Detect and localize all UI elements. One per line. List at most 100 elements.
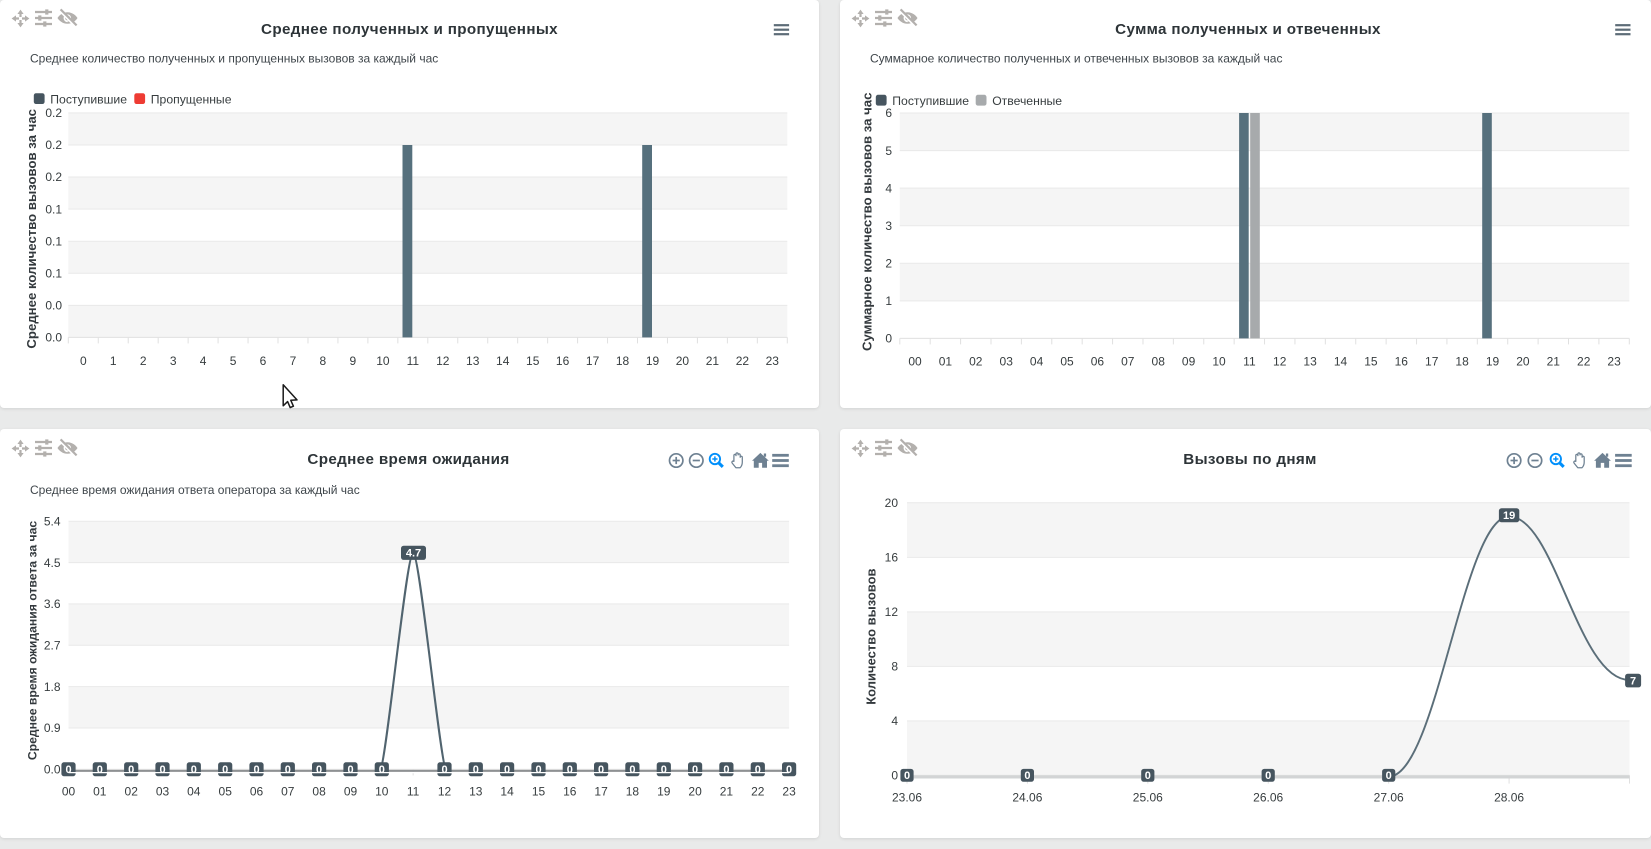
svg-text:Среднее время ожидания ответа: Среднее время ожидания ответа оператора … [30, 483, 360, 497]
svg-text:10: 10 [375, 785, 389, 799]
svg-text:Пропущенные: Пропущенные [151, 92, 232, 106]
svg-text:0: 0 [1145, 770, 1151, 782]
svg-text:04: 04 [1030, 354, 1044, 368]
svg-text:0: 0 [1265, 770, 1271, 782]
svg-text:08: 08 [1152, 354, 1166, 368]
svg-text:Количество вызовов: Количество вызовов [864, 568, 879, 704]
svg-text:5.4: 5.4 [44, 514, 61, 528]
svg-text:11: 11 [407, 354, 420, 368]
svg-text:17: 17 [1425, 354, 1439, 368]
svg-text:02: 02 [125, 785, 139, 799]
svg-text:1.8: 1.8 [44, 680, 61, 694]
svg-text:0: 0 [379, 764, 385, 776]
svg-text:6: 6 [885, 106, 892, 120]
svg-text:20: 20 [676, 354, 690, 368]
svg-text:Среднее количество полученных: Среднее количество полученных и пропущен… [30, 52, 438, 66]
svg-text:22: 22 [736, 354, 750, 368]
svg-text:27.06: 27.06 [1374, 791, 1404, 805]
svg-text:05: 05 [219, 785, 233, 799]
svg-text:22: 22 [1577, 354, 1591, 368]
svg-text:0: 0 [661, 764, 667, 776]
svg-text:0.1: 0.1 [45, 267, 62, 281]
svg-text:0: 0 [80, 354, 87, 368]
svg-text:01: 01 [939, 354, 953, 368]
svg-text:0: 0 [159, 764, 165, 776]
svg-text:12: 12 [436, 354, 450, 368]
svg-text:0.0: 0.0 [45, 299, 62, 313]
svg-text:20: 20 [885, 496, 899, 510]
svg-text:Сумма полученных и отвеченных: Сумма полученных и отвеченных [1115, 21, 1381, 38]
svg-text:12: 12 [438, 785, 452, 799]
svg-text:21: 21 [706, 354, 720, 368]
svg-text:23: 23 [782, 785, 796, 799]
svg-text:19: 19 [657, 785, 671, 799]
svg-text:08: 08 [312, 785, 326, 799]
svg-text:16: 16 [556, 354, 570, 368]
svg-text:09: 09 [344, 785, 358, 799]
svg-text:17: 17 [594, 785, 608, 799]
svg-text:02: 02 [969, 354, 983, 368]
svg-text:06: 06 [1091, 354, 1105, 368]
svg-text:0: 0 [347, 764, 353, 776]
svg-text:0: 0 [755, 764, 761, 776]
svg-text:21: 21 [720, 785, 734, 799]
svg-text:Суммарное количество полученны: Суммарное количество полученных и отвече… [870, 52, 1282, 66]
svg-text:24.06: 24.06 [1012, 791, 1042, 805]
svg-text:00: 00 [908, 354, 922, 368]
svg-text:0: 0 [473, 764, 479, 776]
svg-text:0: 0 [629, 764, 635, 776]
svg-text:0: 0 [567, 764, 573, 776]
svg-text:16: 16 [885, 551, 899, 565]
svg-text:12: 12 [885, 605, 899, 619]
svg-text:0: 0 [598, 764, 604, 776]
svg-text:0: 0 [285, 764, 291, 776]
svg-text:0: 0 [885, 332, 892, 346]
svg-text:2.7: 2.7 [44, 639, 61, 653]
svg-text:10: 10 [376, 354, 390, 368]
svg-text:04: 04 [187, 785, 201, 799]
svg-text:13: 13 [1303, 354, 1317, 368]
svg-text:4: 4 [885, 181, 892, 195]
svg-text:26.06: 26.06 [1253, 791, 1283, 805]
svg-text:05: 05 [1060, 354, 1074, 368]
svg-text:Поступившие: Поступившие [50, 92, 127, 106]
svg-text:0: 0 [723, 764, 729, 776]
svg-text:4.7: 4.7 [406, 548, 421, 560]
svg-text:0: 0 [504, 764, 510, 776]
svg-text:7: 7 [1630, 676, 1636, 688]
svg-text:Вызовы по дням: Вызовы по дням [1183, 451, 1316, 468]
svg-text:0: 0 [904, 770, 910, 782]
svg-text:16: 16 [1395, 354, 1409, 368]
svg-text:0.2: 0.2 [45, 106, 62, 120]
svg-text:11: 11 [407, 785, 420, 799]
svg-text:14: 14 [1334, 354, 1348, 368]
svg-text:0: 0 [191, 764, 197, 776]
svg-text:0: 0 [1024, 770, 1030, 782]
svg-text:15: 15 [1364, 354, 1378, 368]
svg-text:0: 0 [441, 764, 447, 776]
svg-text:20: 20 [688, 785, 702, 799]
svg-text:0.0: 0.0 [45, 331, 62, 345]
svg-text:18: 18 [616, 354, 630, 368]
svg-text:0: 0 [316, 764, 322, 776]
svg-text:Поступившие: Поступившие [892, 94, 969, 108]
svg-text:18: 18 [626, 785, 640, 799]
svg-text:06: 06 [250, 785, 264, 799]
svg-text:16: 16 [563, 785, 577, 799]
svg-text:8: 8 [891, 660, 898, 674]
svg-text:4.5: 4.5 [44, 556, 61, 570]
svg-text:Суммарное количество вызовов з: Суммарное количество вызовов за час [860, 93, 875, 351]
svg-text:22: 22 [751, 785, 765, 799]
svg-text:0: 0 [692, 764, 698, 776]
svg-text:25.06: 25.06 [1133, 791, 1163, 805]
svg-text:15: 15 [526, 354, 540, 368]
svg-text:10: 10 [1212, 354, 1226, 368]
svg-text:0.2: 0.2 [45, 138, 62, 152]
svg-text:19: 19 [646, 354, 660, 368]
svg-text:13: 13 [466, 354, 480, 368]
svg-text:12: 12 [1273, 354, 1287, 368]
svg-text:13: 13 [469, 785, 483, 799]
svg-text:01: 01 [93, 785, 107, 799]
svg-text:1: 1 [110, 354, 117, 368]
svg-text:0: 0 [128, 764, 134, 776]
